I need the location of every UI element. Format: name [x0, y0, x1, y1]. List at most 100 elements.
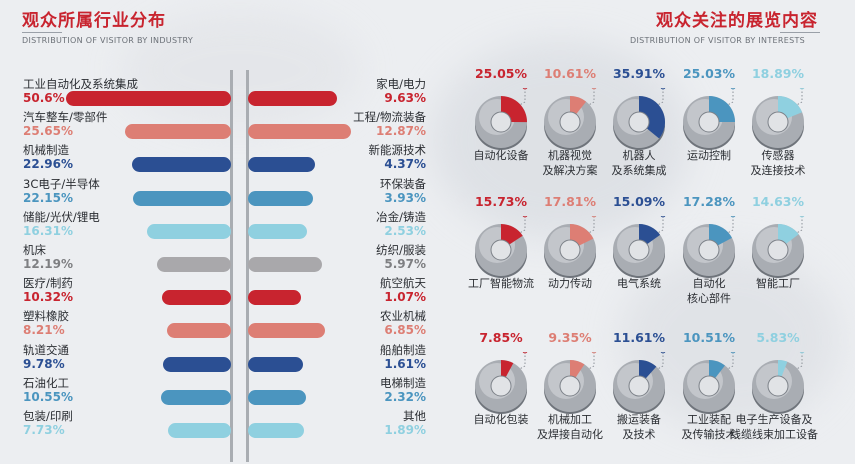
- industry-pct-right: 12.87%: [376, 124, 426, 139]
- left-axis-divider: [230, 70, 233, 462]
- interest-pct: 10.51%: [682, 330, 736, 345]
- donut-slice: [709, 224, 733, 246]
- interest-item: 17.81% 动力传动: [535, 188, 605, 316]
- donut-hole: [490, 375, 512, 397]
- marker-dot: [660, 216, 666, 218]
- industry-pct-left: 12.19%: [23, 257, 73, 271]
- interest-label: 及系统集成: [611, 164, 667, 177]
- industry-label-right: 纺织/服装: [376, 243, 426, 257]
- industry-label-left: 塑料橡胶: [23, 309, 69, 324]
- interest-item: 25.03% 运动控制: [674, 60, 744, 188]
- donut-hole: [767, 111, 789, 133]
- industry-pct-left: 10.55%: [23, 389, 73, 404]
- marker-dot: [799, 216, 805, 218]
- marker-dot: [591, 216, 597, 218]
- interest-pct: 35.91%: [612, 66, 666, 81]
- interests-chart: 25.05% 自动化设备 10.61% 机器视觉 及解决方案 35.91% 机器人 及系统集成…: [466, 60, 855, 464]
- industry-bar-left: [133, 190, 231, 206]
- interest-donut: [683, 216, 736, 278]
- industry-bar-left: [131, 157, 231, 173]
- industry-bar-left: [160, 389, 231, 405]
- interest-item: 9.35% 机械加工 及焊接自动化: [535, 324, 605, 452]
- interest-label: 及解决方案: [542, 164, 598, 177]
- interest-pct: 18.89%: [751, 66, 805, 81]
- industry-pct-left: 50.6%: [23, 91, 65, 105]
- interest-label: 机器人: [622, 149, 656, 162]
- industry-pct-left: 22.96%: [23, 157, 73, 172]
- industry-label-right: 农业机械: [380, 309, 426, 324]
- interest-label: 及焊接自动化: [537, 428, 603, 441]
- interest-item: 11.61% 搬运装备 及技术: [604, 324, 674, 452]
- industry-pct-right: 1.61%: [384, 356, 426, 371]
- interest-pct: 17.81%: [543, 194, 597, 209]
- industry-pct-left: 7.73%: [23, 423, 65, 437]
- interest-label: 工业装配: [687, 413, 731, 426]
- interest-label: 及连接技术: [750, 164, 806, 177]
- interest-label: 智能工厂: [756, 277, 800, 290]
- marker-dot: [522, 352, 528, 354]
- donut-hole: [767, 239, 789, 261]
- industry-label-left: 包装/印刷: [23, 409, 73, 423]
- industry-chart: 工业自动化及系统集成 50.6% 家电/电力 9.63% 汽车整车/零部件 25.65% 工…: [20, 70, 438, 462]
- industry-label-left: 储能/光伏/锂电: [23, 209, 100, 224]
- interest-pct: 11.61%: [612, 330, 666, 345]
- industry-bar-left: [125, 124, 231, 140]
- donut-slice: [778, 96, 803, 119]
- donut-hole: [559, 239, 581, 261]
- interest-donut: [475, 216, 528, 278]
- donut-hole: [698, 111, 720, 133]
- industry-bar-right: [248, 356, 303, 372]
- industry-pct-left: 8.21%: [23, 323, 65, 338]
- interest-item: 15.09% 电气系统: [604, 188, 674, 316]
- donut-slice: [709, 360, 725, 379]
- marker-dot: [730, 216, 736, 218]
- donut-hole: [698, 375, 720, 397]
- marker-dot: [660, 352, 666, 354]
- interest-label: 搬运装备: [617, 413, 661, 426]
- interest-donut: [752, 216, 805, 278]
- industry-label-left: 机床: [23, 243, 46, 257]
- interest-pct: 10.61%: [543, 66, 597, 81]
- industry-pct-right: 1.07%: [384, 290, 426, 305]
- marker-dot: [522, 88, 528, 90]
- interest-label: 自动化包装: [473, 413, 529, 426]
- industry-label-left: 医疗/制药: [23, 276, 73, 291]
- interest-donut: [544, 352, 597, 414]
- industry-pct-right: 6.85%: [384, 323, 426, 338]
- industry-bar-left: [157, 257, 231, 272]
- donut-hole: [559, 375, 581, 397]
- interest-label: 电子生产设备及: [735, 413, 813, 426]
- industry-pct-right: 3.93%: [384, 190, 426, 205]
- industry-bar-left: [162, 356, 231, 372]
- industry-pct-right: 9.63%: [384, 91, 426, 105]
- marker-dot: [591, 88, 597, 90]
- interest-label: 机械加工: [548, 413, 592, 426]
- industry-subtitle: DISTRIBUTION OF VISITOR BY INDUSTRY: [22, 36, 194, 45]
- interest-label: 自动化: [692, 277, 726, 290]
- industry-bar-right: [248, 157, 315, 173]
- industry-underline: [22, 32, 62, 33]
- donut-hole: [767, 375, 789, 397]
- industry-title: 观众所属行业分布: [22, 11, 166, 31]
- industry-bar-right: [248, 423, 305, 438]
- donut-hole: [698, 239, 720, 261]
- industry-label-left: 机械制造: [23, 143, 69, 158]
- industry-label-left: 轨道交通: [23, 342, 69, 357]
- interest-pct: 14.63%: [751, 194, 805, 209]
- industry-bar-right: [248, 91, 338, 106]
- interest-item: 17.28% 自动化 核心部件: [674, 188, 744, 316]
- interest-donut: [475, 88, 528, 150]
- industry-label-right: 工程/物流装备: [353, 110, 426, 125]
- industry-bar-right: [248, 257, 322, 272]
- donut-slice: [570, 224, 594, 246]
- interest-label: 自动化设备: [473, 149, 529, 162]
- interest-donut: [752, 88, 805, 150]
- industry-bar-right: [248, 389, 306, 405]
- industry-label-right: 新能源技术: [368, 143, 427, 158]
- donut-hole: [490, 239, 512, 261]
- interest-pct: 25.05%: [474, 66, 528, 81]
- industry-pct-right: 4.37%: [384, 157, 426, 172]
- industry-pct-left: 22.15%: [23, 190, 73, 205]
- industry-pct-left: 9.78%: [23, 356, 65, 371]
- interest-donut: [475, 352, 528, 414]
